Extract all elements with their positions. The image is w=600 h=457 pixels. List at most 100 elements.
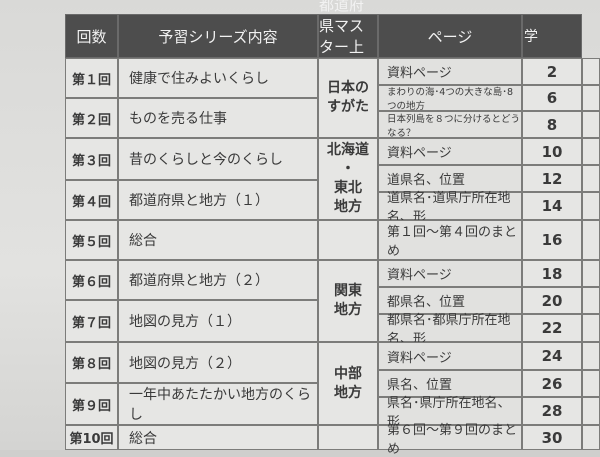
lesson-number-text: 第２回 xyxy=(71,112,111,128)
topic-text: 都県名、位置 xyxy=(378,287,522,314)
region-cell-text: 関東 地方 xyxy=(334,283,362,318)
page-number-text: 20 xyxy=(541,291,563,310)
region-cell: 日本の すがた xyxy=(318,58,378,138)
page-number: 30 xyxy=(522,425,582,450)
extra-cell xyxy=(582,370,600,397)
header-col4: ページ xyxy=(378,14,522,58)
page-number: 12 xyxy=(522,165,582,192)
lesson-content: 地図の見方（２） xyxy=(118,342,318,383)
header-col2-text: 予習シリーズ内容 xyxy=(158,27,278,46)
topic-text: 第６回～第９回のまとめ xyxy=(378,423,522,457)
extra-cell xyxy=(582,314,600,342)
topic-text: 資料ページ xyxy=(378,260,522,287)
lesson-content-text: 総合 xyxy=(129,233,157,249)
topic-text: 都県名･都県庁所在地名、形 xyxy=(378,313,522,347)
region-empty xyxy=(318,425,378,450)
page-number: 14 xyxy=(522,192,582,220)
page-number-text: 26 xyxy=(541,374,563,393)
lesson-content-text: ものを売る仕事 xyxy=(129,111,227,127)
lesson-number-text: 第６回 xyxy=(71,274,111,290)
lesson-number-text: 第５回 xyxy=(71,234,111,250)
page-number: 6 xyxy=(522,85,582,111)
header-col1: 回数 xyxy=(65,14,118,58)
page-number-text: 18 xyxy=(541,264,563,283)
lesson-number: 第１回 xyxy=(65,58,118,98)
region-cell-text: 中部 地方 xyxy=(334,365,362,401)
lesson-number-text: 第４回 xyxy=(71,194,111,210)
topic-text-text: 資料ページ xyxy=(387,268,452,283)
topic-text: 県名、位置 xyxy=(378,370,522,397)
lesson-content: 総合 xyxy=(118,220,318,260)
page-number: 24 xyxy=(522,342,582,370)
lesson-number-text: 第７回 xyxy=(71,315,111,331)
topic-text: 県名･県庁所在地名、形 xyxy=(378,396,522,430)
topic-text: 道県名、位置 xyxy=(378,165,522,192)
topic-text: 資料ページ xyxy=(378,58,522,85)
lesson-content-text: 昔のくらしと今のくらし xyxy=(129,152,283,168)
extra-cell xyxy=(582,425,600,450)
page-number: 18 xyxy=(522,260,582,287)
header-col5-text: 学 xyxy=(524,29,538,45)
topic-text-text: 資料ページ xyxy=(387,350,452,366)
page-number-text: 10 xyxy=(541,142,563,161)
lesson-number-text: 第10回 xyxy=(69,432,114,447)
topic-text-text: 資料ページ xyxy=(387,66,452,81)
lesson-content: 地図の見方（１） xyxy=(118,300,318,342)
lesson-content-text: 総合 xyxy=(129,430,157,447)
lesson-number: 第２回 xyxy=(65,98,118,138)
page-number-text: 28 xyxy=(541,402,563,420)
lesson-number-text: 第３回 xyxy=(71,153,111,169)
page-number-text: 16 xyxy=(541,231,563,249)
topic-text-text: 日本列島を８つに分けるとどうなる？ xyxy=(387,113,521,139)
topic-text: 資料ページ xyxy=(378,342,522,370)
topic-text-text: まわりの海･4つの大きな島･8つの地方 xyxy=(387,87,514,112)
lesson-number: 第６回 xyxy=(65,260,118,300)
header-col4-text: ページ xyxy=(427,27,473,46)
lesson-number: 第８回 xyxy=(65,342,118,383)
lesson-content: 総合 xyxy=(118,425,318,450)
lesson-content: 都道府県と地方（１） xyxy=(118,180,318,220)
page-number: 10 xyxy=(522,138,582,165)
page-number-text: 30 xyxy=(541,428,563,447)
lesson-number: 第４回 xyxy=(65,180,118,220)
page-number-text: 8 xyxy=(546,115,558,134)
topic-text-text: 都県名、位置 xyxy=(387,295,466,310)
lesson-number: 第10回 xyxy=(65,425,118,450)
lesson-content-text: 健康で住みよいくらし xyxy=(129,71,269,87)
extra-cell xyxy=(582,138,600,165)
region-cell: 北海道 ・ 東北 地方 xyxy=(318,138,378,220)
lesson-content: 一年中あたたかい地方のくらし xyxy=(118,383,318,425)
lesson-content-text: 都道府県と地方（２） xyxy=(129,273,269,289)
page-number-text: 24 xyxy=(541,347,563,365)
topic-text: 第１回～第４回のまとめ xyxy=(378,220,522,260)
lesson-number: 第９回 xyxy=(65,383,118,425)
header-col3: 都道府県マスター上巻 xyxy=(318,0,378,77)
page-number: 20 xyxy=(522,287,582,314)
lesson-number-text: 第１回 xyxy=(71,72,111,88)
topic-text: 資料ページ xyxy=(378,138,522,165)
topic-text-text: 資料ページ xyxy=(387,146,452,161)
region-cell-text: 日本の すがた xyxy=(327,80,369,115)
lesson-content-text: 一年中あたたかい地方のくらし xyxy=(129,387,311,423)
topic-text-text: 県名、位置 xyxy=(387,378,453,393)
page-number: 2 xyxy=(522,58,582,85)
header-col1-text: 回数 xyxy=(76,27,107,46)
extra-cell xyxy=(582,397,600,425)
lesson-number: 第５回 xyxy=(65,220,118,260)
page-number: 16 xyxy=(522,220,582,260)
page-number-text: 12 xyxy=(541,169,563,188)
region-cell-text: 北海道 ・ 東北 地方 xyxy=(327,142,369,215)
header-col2: 予習シリーズ内容 xyxy=(118,14,318,58)
lesson-content: 健康で住みよいくらし xyxy=(118,58,318,98)
extra-cell xyxy=(582,260,600,287)
lesson-number: 第７回 xyxy=(65,300,118,342)
page-number: 26 xyxy=(522,370,582,397)
extra-cell xyxy=(582,111,600,138)
extra-cell xyxy=(582,58,600,85)
lesson-number-text: 第９回 xyxy=(71,398,111,414)
page-number: 28 xyxy=(522,397,582,425)
topic-text: まわりの海･4つの大きな島･8つの地方 xyxy=(378,85,522,112)
lesson-number: 第３回 xyxy=(65,138,118,180)
header-col5: 学 xyxy=(522,14,582,58)
